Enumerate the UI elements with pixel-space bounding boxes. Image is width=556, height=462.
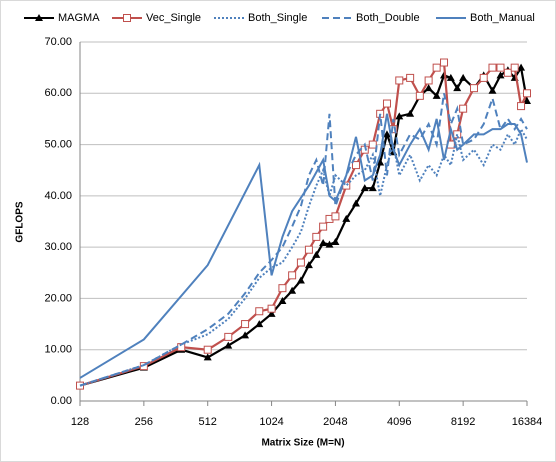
series-line	[79, 60, 528, 387]
data-point	[446, 73, 455, 81]
data-point	[203, 353, 212, 361]
data-point	[406, 73, 415, 82]
data-point	[496, 71, 505, 79]
y-tick-label: 30.00	[44, 241, 72, 253]
data-point	[288, 286, 297, 294]
data-point	[351, 161, 360, 170]
data-point	[241, 320, 250, 329]
y-tick-label: 70.00	[44, 36, 72, 48]
data-point	[510, 63, 519, 72]
data-point	[517, 102, 526, 111]
data-point	[406, 109, 415, 117]
data-point	[267, 304, 276, 313]
y-tick-label: 0.00	[51, 395, 72, 407]
data-point	[325, 240, 334, 248]
data-point	[432, 63, 441, 72]
legend-marker	[35, 14, 43, 21]
x-tick-label: 8192	[451, 416, 475, 428]
series-line	[79, 93, 528, 387]
y-tick-label: 50.00	[44, 138, 72, 150]
x-tick-label: 512	[199, 416, 217, 428]
series-line	[79, 113, 528, 379]
y-tick-label: 10.00	[44, 344, 72, 356]
data-point	[424, 76, 433, 85]
series-line	[79, 126, 528, 387]
data-point	[278, 284, 287, 293]
data-point	[479, 73, 488, 82]
data-point	[255, 320, 264, 328]
data-point	[453, 84, 462, 92]
y-tick-label: 40.00	[44, 190, 72, 202]
data-point	[296, 276, 305, 284]
y-tick-label: 60.00	[44, 87, 72, 99]
data-point	[304, 245, 313, 254]
data-point	[312, 232, 321, 241]
legend-label: Both_Manual	[470, 12, 535, 24]
x-tick-label: 16384	[512, 416, 543, 428]
data-point	[312, 250, 321, 258]
data-point	[517, 63, 526, 71]
data-point	[432, 91, 441, 99]
data-point	[278, 296, 287, 304]
x-axis-title: Matrix Size (M=N)	[261, 438, 344, 449]
x-tick-label: 4096	[387, 416, 411, 428]
y-axis-title: GFLOPS	[15, 201, 26, 242]
data-point	[523, 89, 531, 98]
data-point	[459, 104, 468, 113]
data-point	[488, 63, 497, 72]
data-point	[415, 91, 424, 100]
data-point	[319, 222, 328, 231]
legend-label: Both_Single	[248, 12, 307, 24]
legend-label: MAGMA	[58, 12, 100, 24]
data-point	[267, 309, 276, 317]
x-tick-label: 256	[135, 416, 153, 428]
x-tick-label: 1024	[259, 416, 283, 428]
data-point	[331, 212, 340, 221]
data-point	[469, 84, 478, 93]
y-tick-label: 20.00	[44, 292, 72, 304]
data-point	[351, 199, 360, 207]
data-point	[382, 99, 391, 108]
data-point	[368, 184, 377, 192]
data-point	[496, 63, 505, 72]
legend-label: Both_Double	[356, 12, 420, 24]
data-point	[368, 140, 377, 149]
data-point	[376, 158, 385, 166]
data-point	[342, 214, 351, 222]
legend-marker	[123, 14, 131, 22]
data-point	[503, 68, 512, 77]
data-point	[424, 84, 433, 92]
x-tick-label: 128	[71, 416, 89, 428]
data-point	[304, 261, 313, 269]
data-point	[224, 332, 233, 341]
data-point	[395, 112, 404, 120]
data-point	[288, 271, 297, 280]
data-point	[459, 73, 468, 81]
data-point	[488, 86, 497, 94]
data-point	[331, 238, 340, 246]
data-point	[395, 76, 404, 85]
data-point	[255, 307, 264, 316]
data-point	[203, 345, 212, 354]
data-point	[360, 184, 369, 192]
data-point	[241, 331, 250, 339]
data-point	[382, 130, 391, 138]
legend-label: Vec_Single	[146, 12, 201, 24]
data-point	[296, 258, 305, 267]
data-point	[319, 239, 328, 247]
data-point	[224, 341, 233, 349]
x-tick-label: 2048	[323, 416, 347, 428]
data-point	[440, 58, 449, 67]
